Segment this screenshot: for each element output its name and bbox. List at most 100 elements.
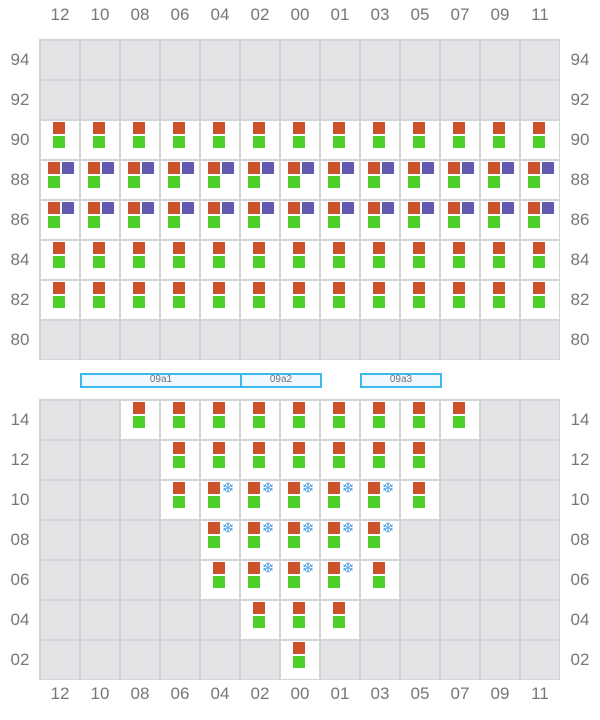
rack-slot[interactable]: ❄ xyxy=(201,481,239,519)
empty-slot[interactable] xyxy=(481,641,519,679)
empty-slot[interactable] xyxy=(121,641,159,679)
empty-slot[interactable] xyxy=(161,81,199,119)
rack-slot[interactable] xyxy=(441,161,479,199)
rack-slot[interactable] xyxy=(121,281,159,319)
rack-slot[interactable] xyxy=(161,441,199,479)
empty-slot[interactable] xyxy=(81,401,119,439)
empty-slot[interactable] xyxy=(401,41,439,79)
empty-slot[interactable] xyxy=(521,81,559,119)
rack-slot[interactable] xyxy=(281,441,319,479)
rack-slot[interactable] xyxy=(121,161,159,199)
rack-slot[interactable]: ❄ xyxy=(241,481,279,519)
zone-bar[interactable]: 09a2 xyxy=(240,373,322,388)
rack-slot[interactable] xyxy=(401,481,439,519)
empty-slot[interactable] xyxy=(401,321,439,359)
rack-slot[interactable] xyxy=(321,281,359,319)
empty-slot[interactable] xyxy=(161,561,199,599)
rack-slot[interactable] xyxy=(281,401,319,439)
rack-slot[interactable] xyxy=(161,121,199,159)
rack-slot[interactable] xyxy=(281,201,319,239)
empty-slot[interactable] xyxy=(241,41,279,79)
rack-slot[interactable] xyxy=(441,241,479,279)
empty-slot[interactable] xyxy=(121,41,159,79)
rack-slot[interactable] xyxy=(481,161,519,199)
empty-slot[interactable] xyxy=(241,81,279,119)
empty-slot[interactable] xyxy=(401,561,439,599)
rack-slot[interactable] xyxy=(401,441,439,479)
rack-slot[interactable] xyxy=(41,121,79,159)
empty-slot[interactable] xyxy=(81,561,119,599)
rack-slot[interactable] xyxy=(161,481,199,519)
empty-slot[interactable] xyxy=(521,561,559,599)
empty-slot[interactable] xyxy=(41,601,79,639)
empty-slot[interactable] xyxy=(201,321,239,359)
empty-slot[interactable] xyxy=(201,601,239,639)
empty-slot[interactable] xyxy=(161,601,199,639)
rack-slot[interactable] xyxy=(81,161,119,199)
empty-slot[interactable] xyxy=(481,401,519,439)
rack-slot[interactable]: ❄ xyxy=(241,561,279,599)
rack-slot[interactable] xyxy=(201,121,239,159)
rack-slot[interactable] xyxy=(521,201,559,239)
rack-slot[interactable] xyxy=(281,161,319,199)
rack-slot[interactable] xyxy=(441,121,479,159)
empty-slot[interactable] xyxy=(281,81,319,119)
empty-slot[interactable] xyxy=(441,41,479,79)
empty-slot[interactable] xyxy=(161,521,199,559)
rack-slot[interactable] xyxy=(521,121,559,159)
rack-slot[interactable] xyxy=(241,161,279,199)
rack-slot[interactable] xyxy=(521,161,559,199)
empty-slot[interactable] xyxy=(441,601,479,639)
rack-slot[interactable] xyxy=(321,601,359,639)
empty-slot[interactable] xyxy=(81,601,119,639)
rack-slot[interactable] xyxy=(241,241,279,279)
empty-slot[interactable] xyxy=(481,41,519,79)
empty-slot[interactable] xyxy=(161,641,199,679)
rack-slot[interactable] xyxy=(81,281,119,319)
rack-slot[interactable] xyxy=(361,401,399,439)
empty-slot[interactable] xyxy=(121,81,159,119)
rack-slot[interactable] xyxy=(201,161,239,199)
rack-slot[interactable]: ❄ xyxy=(241,521,279,559)
rack-slot[interactable] xyxy=(401,281,439,319)
rack-slot[interactable] xyxy=(441,201,479,239)
empty-slot[interactable] xyxy=(321,81,359,119)
rack-slot[interactable] xyxy=(161,201,199,239)
empty-slot[interactable] xyxy=(361,321,399,359)
empty-slot[interactable] xyxy=(41,321,79,359)
rack-slot[interactable] xyxy=(241,401,279,439)
empty-slot[interactable] xyxy=(321,641,359,679)
rack-slot[interactable] xyxy=(41,161,79,199)
empty-slot[interactable] xyxy=(41,81,79,119)
empty-slot[interactable] xyxy=(241,321,279,359)
rack-slot[interactable] xyxy=(401,401,439,439)
empty-slot[interactable] xyxy=(321,41,359,79)
rack-slot[interactable] xyxy=(201,561,239,599)
empty-slot[interactable] xyxy=(401,521,439,559)
rack-slot[interactable] xyxy=(401,201,439,239)
empty-slot[interactable] xyxy=(481,321,519,359)
rack-slot[interactable]: ❄ xyxy=(361,521,399,559)
empty-slot[interactable] xyxy=(521,401,559,439)
empty-slot[interactable] xyxy=(481,561,519,599)
empty-slot[interactable] xyxy=(121,561,159,599)
empty-slot[interactable] xyxy=(121,601,159,639)
empty-slot[interactable] xyxy=(81,521,119,559)
rack-slot[interactable] xyxy=(521,281,559,319)
rack-slot[interactable] xyxy=(401,161,439,199)
empty-slot[interactable] xyxy=(521,481,559,519)
empty-slot[interactable] xyxy=(121,481,159,519)
empty-slot[interactable] xyxy=(321,321,359,359)
rack-slot[interactable] xyxy=(401,121,439,159)
rack-slot[interactable] xyxy=(201,201,239,239)
rack-slot[interactable] xyxy=(361,561,399,599)
rack-slot[interactable] xyxy=(161,241,199,279)
empty-slot[interactable] xyxy=(521,41,559,79)
empty-slot[interactable] xyxy=(521,641,559,679)
rack-slot[interactable] xyxy=(361,281,399,319)
rack-slot[interactable] xyxy=(161,401,199,439)
rack-slot[interactable] xyxy=(81,121,119,159)
rack-slot[interactable] xyxy=(81,241,119,279)
rack-slot[interactable] xyxy=(241,201,279,239)
empty-slot[interactable] xyxy=(361,81,399,119)
